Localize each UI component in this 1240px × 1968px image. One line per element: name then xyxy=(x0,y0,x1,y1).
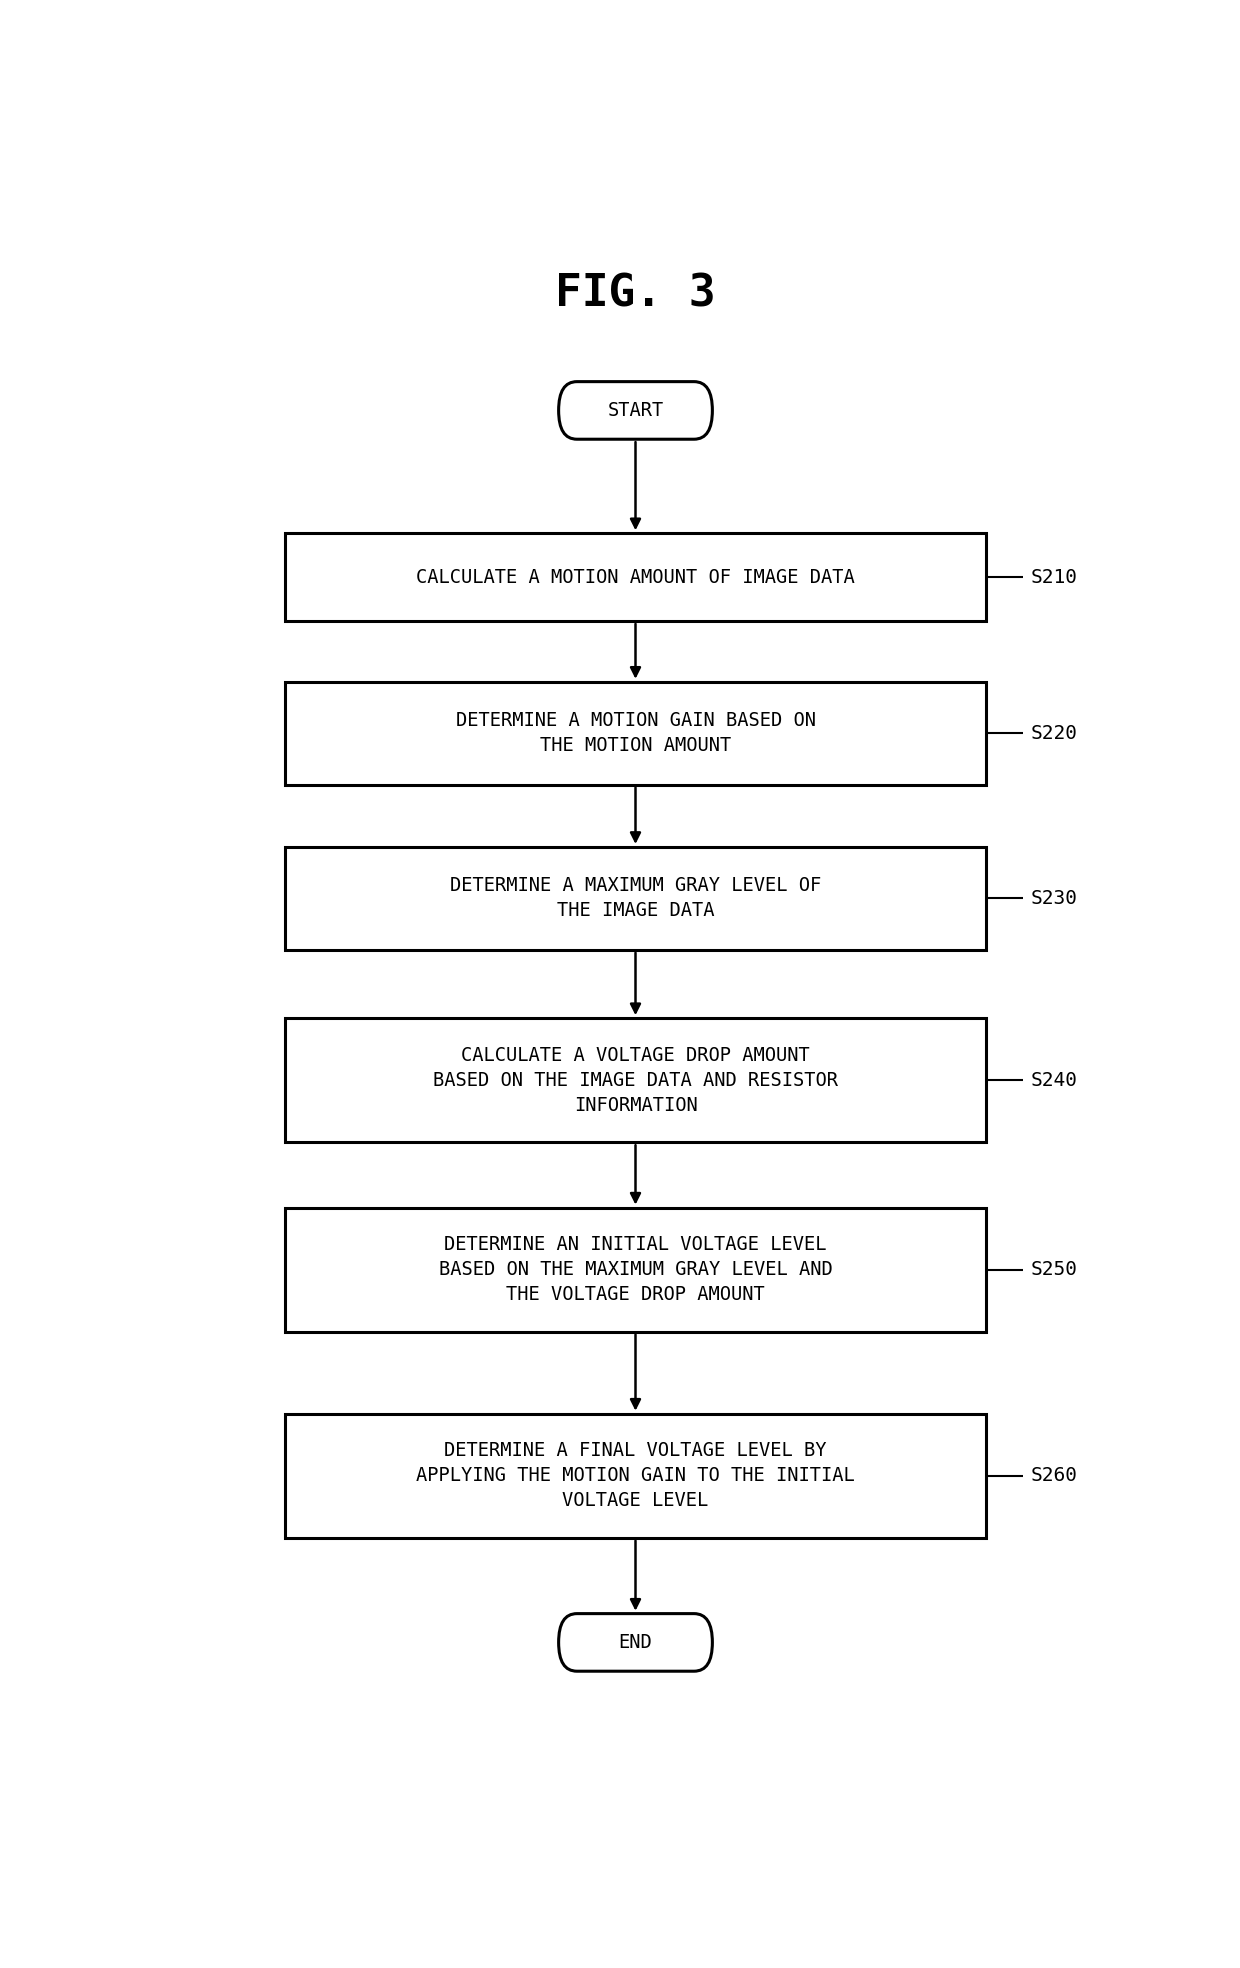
FancyBboxPatch shape xyxy=(285,681,986,785)
Text: CALCULATE A VOLTAGE DROP AMOUNT
BASED ON THE IMAGE DATA AND RESISTOR
INFORMATION: CALCULATE A VOLTAGE DROP AMOUNT BASED ON… xyxy=(433,1045,838,1114)
Text: S220: S220 xyxy=(1030,724,1078,742)
Text: S230: S230 xyxy=(1030,890,1078,907)
Text: DETERMINE A MOTION GAIN BASED ON
THE MOTION AMOUNT: DETERMINE A MOTION GAIN BASED ON THE MOT… xyxy=(455,710,816,756)
FancyBboxPatch shape xyxy=(285,1413,986,1537)
Text: DETERMINE A FINAL VOLTAGE LEVEL BY
APPLYING THE MOTION GAIN TO THE INITIAL
VOLTA: DETERMINE A FINAL VOLTAGE LEVEL BY APPLY… xyxy=(417,1441,854,1509)
Text: S210: S210 xyxy=(1030,567,1078,586)
FancyBboxPatch shape xyxy=(285,533,986,622)
Text: S260: S260 xyxy=(1030,1466,1078,1486)
Text: DETERMINE A MAXIMUM GRAY LEVEL OF
THE IMAGE DATA: DETERMINE A MAXIMUM GRAY LEVEL OF THE IM… xyxy=(450,876,821,921)
Text: S240: S240 xyxy=(1030,1071,1078,1090)
FancyBboxPatch shape xyxy=(285,846,986,951)
Text: S250: S250 xyxy=(1030,1260,1078,1279)
Text: START: START xyxy=(608,401,663,419)
FancyBboxPatch shape xyxy=(558,382,712,439)
FancyBboxPatch shape xyxy=(558,1614,712,1671)
Text: END: END xyxy=(619,1633,652,1651)
FancyBboxPatch shape xyxy=(285,1017,986,1141)
Text: DETERMINE AN INITIAL VOLTAGE LEVEL
BASED ON THE MAXIMUM GRAY LEVEL AND
THE VOLTA: DETERMINE AN INITIAL VOLTAGE LEVEL BASED… xyxy=(439,1236,832,1305)
FancyBboxPatch shape xyxy=(285,1208,986,1332)
Text: FIG. 3: FIG. 3 xyxy=(556,272,715,315)
Text: CALCULATE A MOTION AMOUNT OF IMAGE DATA: CALCULATE A MOTION AMOUNT OF IMAGE DATA xyxy=(417,567,854,586)
